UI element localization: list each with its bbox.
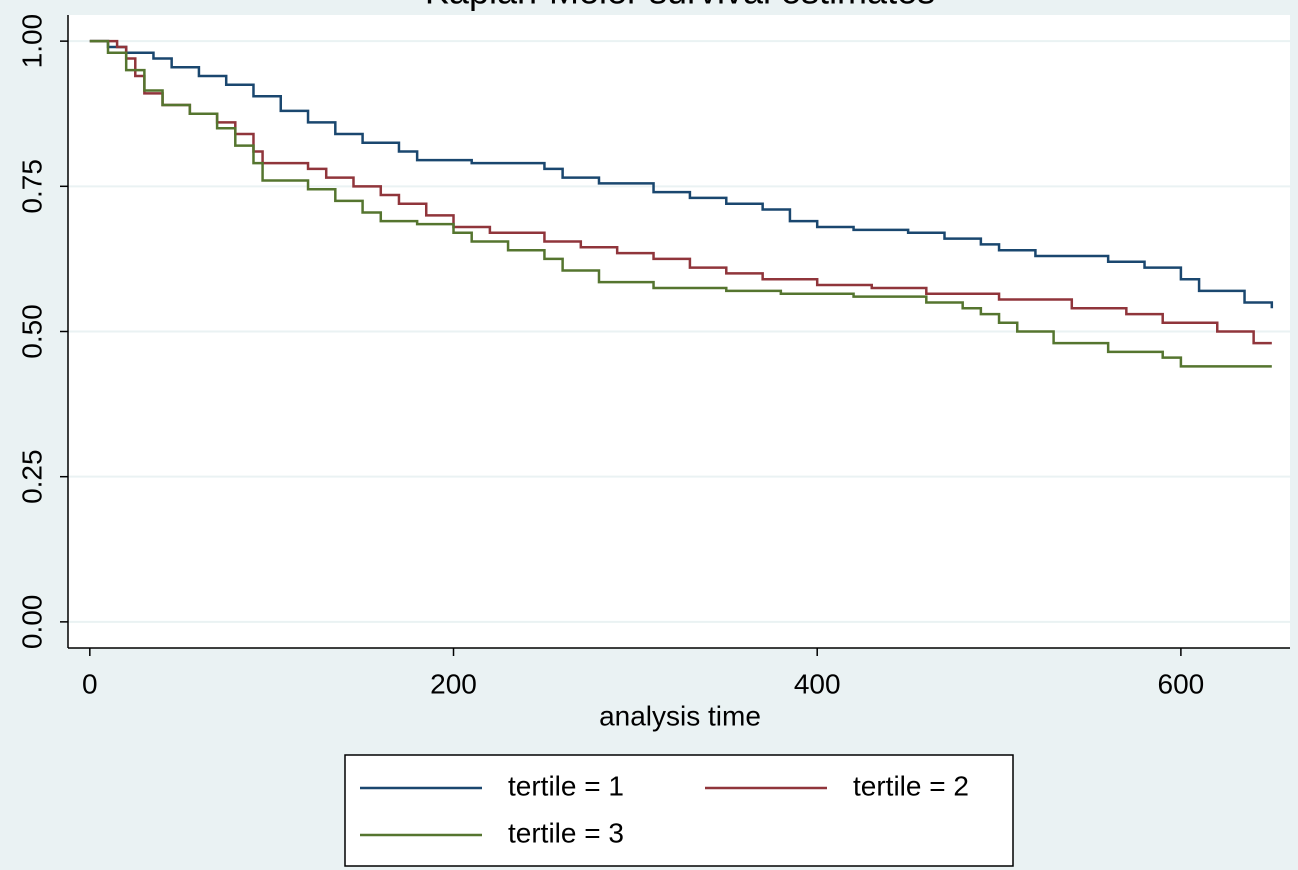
legend-label: tertile = 1 <box>508 770 624 801</box>
x-axis-label: analysis time <box>599 700 761 731</box>
y-tick-label: 1.00 <box>16 14 47 69</box>
survival-curve <box>89 39 1272 368</box>
chart-title: Kaplan-Meier survival estimates <box>425 0 935 12</box>
y-tick-label: 0.50 <box>16 304 47 359</box>
x-tick-label: 200 <box>430 668 477 699</box>
legend-label: tertile = 2 <box>853 770 969 801</box>
x-tick-label: 0 <box>82 668 98 699</box>
legend-label: tertile = 3 <box>508 817 624 848</box>
survival-curve <box>89 39 1274 309</box>
x-tick-label: 600 <box>1158 668 1205 699</box>
y-tick-label: 0.75 <box>16 159 47 214</box>
y-tick-label: 0.25 <box>16 449 47 504</box>
y-tick-label: 0.00 <box>16 595 47 650</box>
legend <box>344 754 1014 867</box>
x-tick-label: 400 <box>794 668 841 699</box>
